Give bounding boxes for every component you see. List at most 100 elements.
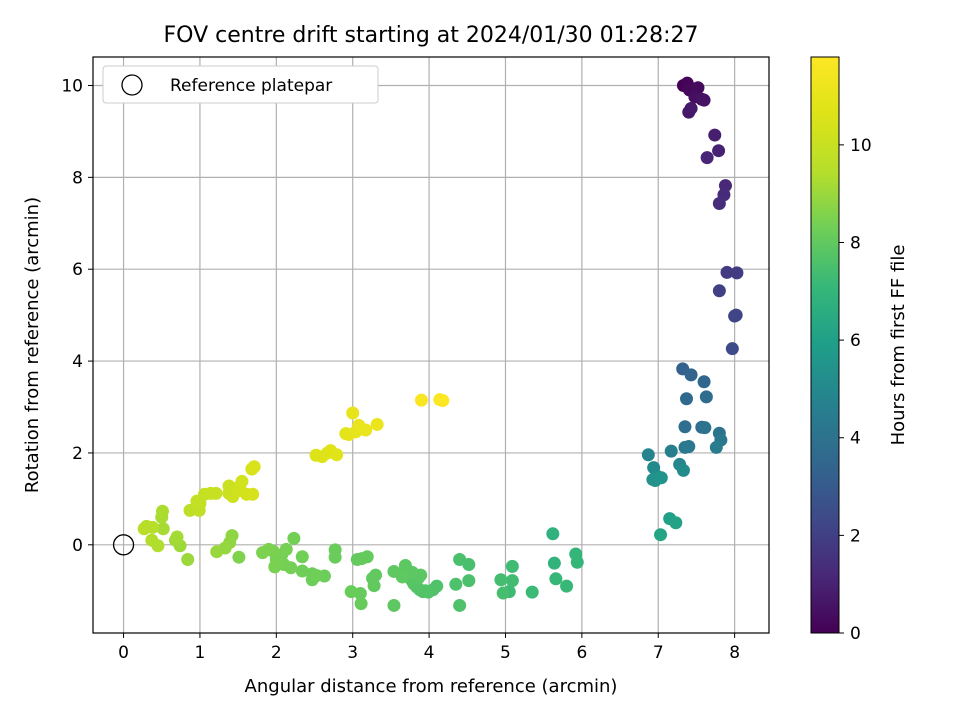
data-points [137,76,744,612]
data-point [709,440,723,454]
data-point [720,265,734,279]
data-point [209,486,223,500]
y-tick-label: 0 [72,536,83,556]
data-point [453,553,467,567]
data-point [525,585,539,599]
data-point [330,448,344,462]
legend-box [102,65,379,104]
data-point [725,342,739,356]
data-point [256,546,270,560]
reference-marker [112,534,135,556]
data-point [699,390,713,404]
legend: Reference platepar [102,65,379,104]
data-point [654,471,668,485]
colorbar-label: Hours from first FF file [888,245,909,446]
chart-title: FOV centre drift starting at 2024/01/30 … [164,23,699,48]
data-point [697,93,711,107]
data-point [295,550,309,564]
data-point [453,598,467,612]
data-point [268,560,282,574]
data-point [676,463,690,477]
colorbar-tick-label: 2 [850,526,861,546]
legend-label: Reference platepar [170,76,332,96]
data-point [712,284,726,298]
x-tick-label: 8 [729,643,740,663]
data-point [708,128,722,142]
data-point [414,393,428,407]
data-point [664,444,678,458]
data-point [387,598,401,612]
data-point [350,553,364,567]
data-point [729,308,743,322]
data-point [145,533,159,547]
colorbar-gradient [810,56,840,634]
data-point [697,375,711,389]
colorbar-tick-label: 10 [850,136,872,156]
data-point [359,423,373,437]
data-point [684,101,698,115]
data-point [570,555,584,569]
colorbar-tick-label: 6 [850,331,861,351]
data-point [328,550,342,564]
x-tick-label: 0 [118,643,129,663]
data-point [367,579,381,593]
data-point [170,530,184,544]
data-point [395,570,409,584]
colorbar: 0 2 4 6 8 10 Hours from first FF file [810,56,909,644]
y-tick-label: 4 [72,352,83,372]
data-point [156,504,170,518]
data-point [712,144,726,158]
grid-lines [93,57,769,633]
data-point [698,421,712,435]
y-axis-ticks: 0 2 4 6 8 10 [61,76,93,556]
y-tick-label: 2 [72,444,83,464]
data-point [156,522,170,536]
y-tick-label: 8 [72,168,83,188]
data-point [246,487,260,501]
x-tick-label: 4 [424,643,435,663]
x-tick-label: 2 [271,643,282,663]
data-point [641,448,655,462]
data-point [235,474,249,488]
data-point [346,406,360,420]
data-point [669,516,683,530]
x-axis-ticks: 0 1 2 3 4 5 6 7 8 [118,633,740,663]
data-point [287,531,301,545]
y-tick-label: 10 [61,76,83,96]
data-point [682,440,696,454]
data-point [680,392,694,406]
data-point [730,266,744,280]
legend-marker [121,74,143,96]
data-point [546,527,560,541]
data-point [678,420,692,434]
x-tick-label: 5 [500,643,511,663]
x-tick-label: 6 [576,643,587,663]
data-point [398,558,412,572]
data-point [247,460,261,474]
x-tick-label: 7 [653,643,664,663]
data-point [210,545,224,559]
data-point [712,197,726,211]
x-axis-label: Angular distance from reference (arcmin) [245,676,618,697]
colorbar-tick-label: 0 [850,624,861,644]
data-point [344,585,358,599]
data-point [547,556,561,570]
data-point [310,569,324,583]
data-point [684,368,698,382]
colorbar-tick-label: 4 [850,429,861,449]
data-point [183,503,197,517]
data-point [449,577,463,591]
data-point [436,394,450,408]
data-point [295,564,309,578]
x-tick-label: 3 [347,643,358,663]
plot-frame [92,56,770,634]
data-point [496,586,510,600]
data-point [505,559,519,573]
data-point [279,542,293,556]
colorbar-ticks: 0 2 4 6 8 10 [839,136,872,644]
data-point [560,579,574,593]
data-point [370,417,384,431]
colorbar-tick-label: 8 [850,233,861,253]
data-point [654,528,668,542]
